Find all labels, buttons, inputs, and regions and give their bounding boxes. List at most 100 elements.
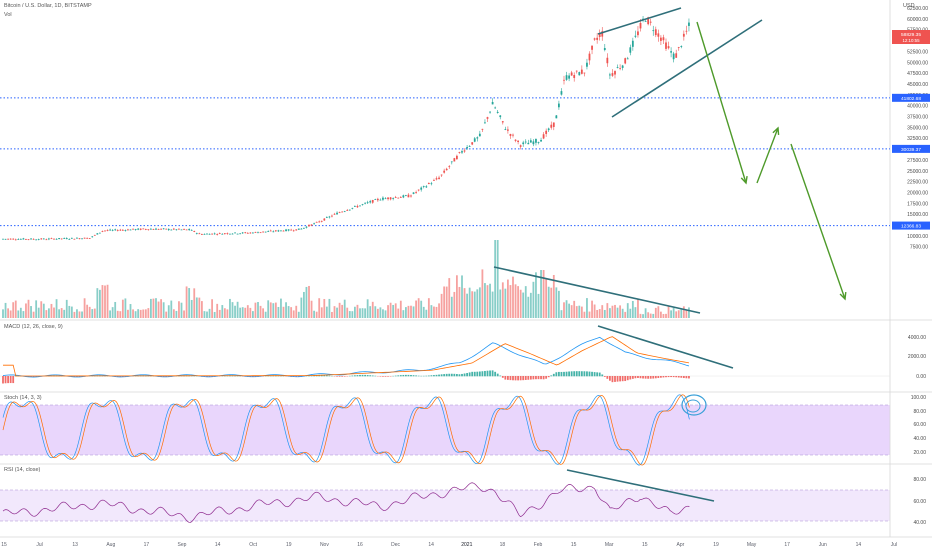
volume-bar	[300, 298, 302, 318]
macd-histogram-bar	[632, 376, 634, 379]
macd-histogram-bar	[596, 372, 598, 376]
candle-body	[382, 198, 384, 200]
candle-body	[448, 166, 450, 167]
volume-bar	[362, 308, 364, 318]
volume-bar	[86, 305, 88, 318]
candle-body	[571, 72, 573, 75]
volume-bar	[341, 305, 343, 318]
volume-bar	[515, 284, 517, 318]
candle-body	[545, 131, 547, 134]
macd-histogram-bar	[433, 375, 435, 376]
volume-bar	[535, 272, 537, 318]
candle-body	[612, 73, 614, 76]
volume-bar	[244, 308, 246, 318]
volume-bar	[663, 314, 665, 318]
candle-body	[578, 72, 580, 75]
candle-body	[400, 197, 402, 198]
candle-body	[499, 115, 501, 117]
volume-bar	[578, 306, 580, 318]
candle-body	[385, 198, 387, 199]
macd-histogram-bar	[380, 376, 382, 377]
macd-histogram-bar	[581, 371, 583, 376]
macd-histogram-bar	[362, 375, 364, 376]
volume-bar	[25, 303, 27, 318]
volume-bar	[38, 308, 40, 318]
macd-histogram-bar	[461, 374, 463, 376]
candle-body	[303, 228, 305, 229]
macd-histogram-bar	[326, 375, 328, 376]
volume-bar	[464, 288, 466, 318]
candle-body	[188, 229, 190, 230]
countdown-label: 12:10:55	[902, 38, 920, 43]
volume-bar	[487, 285, 489, 318]
candle-body	[153, 229, 155, 230]
time-axis-label: Jul	[891, 542, 897, 548]
volume-bar	[76, 309, 78, 318]
candle-body	[453, 158, 455, 161]
macd-histogram-bar	[474, 372, 476, 376]
candle-body	[497, 112, 499, 113]
candle-body	[28, 239, 30, 240]
volume-bar	[637, 299, 639, 318]
stoch-label: Stoch (14, 3, 3)	[4, 395, 42, 401]
volume-bar	[573, 301, 575, 318]
rsi-axis-tick: 60.00	[913, 499, 926, 505]
volume-bar	[402, 310, 404, 318]
candle-body	[675, 53, 677, 58]
candle-body	[359, 206, 361, 207]
price-axis-tick: 22500.00	[907, 180, 928, 186]
candle-body	[428, 183, 430, 184]
volume-bar	[2, 309, 4, 318]
candle-body	[198, 233, 200, 234]
volume-bar	[489, 284, 491, 318]
candle-body	[413, 192, 415, 193]
candle-body	[227, 233, 229, 234]
candle-body	[655, 29, 657, 35]
volume-bar	[270, 302, 272, 318]
macd-histogram-bar	[494, 372, 496, 376]
candle-body	[170, 230, 172, 231]
macd-histogram-bar	[517, 376, 519, 380]
volume-bar	[438, 303, 440, 318]
macd-histogram-bar	[637, 376, 639, 378]
volume-bar	[15, 301, 17, 318]
macd-histogram-bar	[415, 375, 417, 376]
candle-body	[346, 210, 348, 211]
macd-histogram-bar	[563, 372, 565, 376]
volume-bar	[652, 314, 654, 318]
volume-bar	[479, 287, 481, 318]
volume-bar	[576, 306, 578, 318]
candle-body	[300, 229, 302, 230]
volume-bar	[527, 297, 529, 318]
candle-body	[183, 229, 185, 230]
candle-body	[155, 229, 157, 230]
candle-body	[298, 229, 300, 230]
macd-histogram-bar	[520, 376, 522, 380]
price-axis-tick: 45000.00	[907, 82, 928, 88]
volume-bar	[469, 288, 471, 318]
macd-histogram-bar	[510, 376, 512, 380]
volume-bar	[446, 287, 448, 318]
volume-bar	[594, 305, 596, 318]
candle-body	[512, 135, 514, 136]
candle-body	[130, 230, 132, 231]
macd-histogram-bar	[336, 376, 338, 377]
macd-histogram-bar	[586, 371, 588, 376]
candle-body	[239, 233, 241, 234]
macd-histogram-bar	[594, 372, 596, 376]
candle-body	[673, 54, 675, 60]
candle-body	[614, 71, 616, 74]
time-axis-label: 15	[642, 542, 648, 548]
volume-bar	[614, 305, 616, 318]
volume-bar	[68, 306, 70, 318]
candle-body	[446, 169, 448, 170]
macd-histogram-bar	[619, 376, 621, 381]
candle-body	[550, 125, 552, 128]
price-axis-tick: 17500.00	[907, 201, 928, 207]
candle-body	[99, 233, 101, 234]
time-axis-label: Oct	[249, 542, 257, 548]
volume-bar	[99, 290, 101, 318]
candle-body	[265, 232, 267, 233]
